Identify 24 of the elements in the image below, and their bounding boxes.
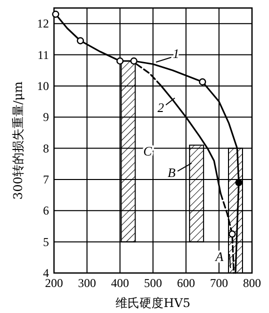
y-tick-label: 8	[43, 141, 49, 156]
point	[130, 57, 138, 65]
point	[76, 37, 84, 44]
y-tick-label: 11	[37, 48, 49, 62]
x-axis-title: 维氏硬度HV5	[116, 296, 190, 310]
x-tick-label: 700	[210, 276, 228, 290]
x-tick-label: 500	[144, 276, 162, 290]
y-tick-label: 12	[37, 16, 49, 31]
x-tick-label: 800	[243, 276, 261, 290]
x-tick-label: 400	[111, 276, 129, 290]
point	[52, 10, 60, 18]
y-tick-label: 6	[43, 204, 49, 218]
y-tick-label: 9	[43, 110, 49, 124]
x-tick-label: 300	[78, 276, 96, 290]
point	[198, 78, 206, 86]
y-tick-label: 5	[43, 234, 49, 249]
point	[228, 230, 236, 238]
y-axis-title: 300转的损失重量/μm	[11, 80, 25, 200]
x-tick-label: 600	[177, 276, 195, 290]
y-tick-label: 7	[43, 172, 49, 186]
y-tick-label: 10	[37, 78, 49, 93]
point	[116, 57, 124, 65]
annotation: 2	[158, 100, 165, 115]
annotation: B	[168, 165, 176, 180]
